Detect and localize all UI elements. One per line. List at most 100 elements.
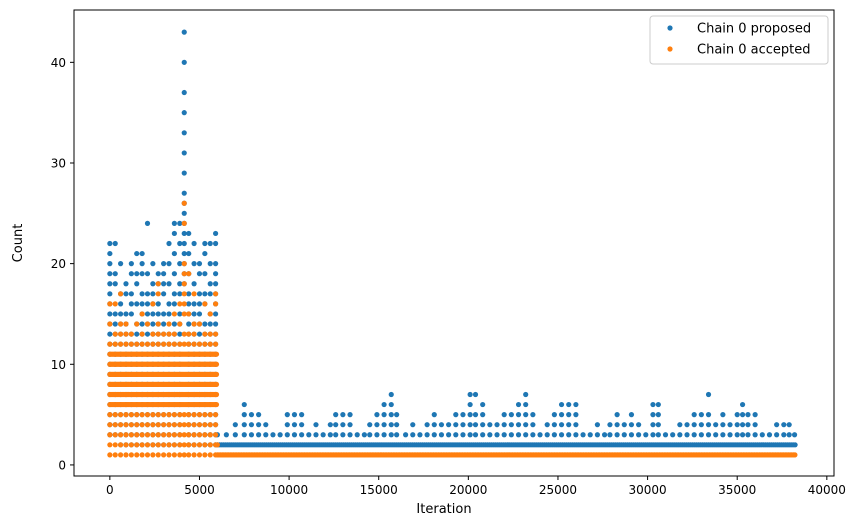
proposed-point [202, 250, 208, 257]
proposed-point [112, 321, 118, 327]
x-tick-label: 40000 [808, 483, 846, 497]
accepted-point [181, 200, 187, 206]
proposed-point [453, 432, 459, 438]
proposed-point [523, 412, 529, 418]
proposed-point [196, 311, 203, 317]
accepted-point [181, 341, 187, 347]
accepted-point [107, 422, 113, 428]
accepted-point [150, 422, 156, 428]
proposed-point [161, 291, 167, 297]
accepted-point [134, 341, 140, 347]
y-tick-label: 30 [51, 156, 66, 170]
proposed-point [446, 422, 452, 428]
proposed-point [166, 261, 172, 267]
accepted-point [171, 452, 177, 458]
accepted-point [134, 422, 140, 428]
proposed-point [347, 412, 353, 418]
proposed-point [181, 89, 187, 96]
proposed-point [181, 250, 187, 257]
accepted-point [150, 341, 156, 347]
proposed-point [691, 412, 697, 418]
proposed-point [155, 301, 161, 307]
proposed-point [424, 422, 430, 428]
accepted-point [128, 432, 134, 438]
accepted-point [155, 291, 161, 297]
x-tick-label: 20000 [449, 483, 487, 497]
proposed-point [134, 271, 140, 277]
proposed-point [213, 261, 219, 267]
proposed-point [774, 422, 780, 428]
proposed-point [530, 432, 536, 438]
proposed-point [347, 432, 353, 438]
proposed-point [381, 432, 387, 438]
accepted-point [196, 452, 203, 458]
proposed-point [144, 331, 151, 337]
accepted-point [177, 412, 183, 418]
proposed-point [299, 412, 305, 418]
proposed-point [501, 422, 507, 428]
proposed-point [698, 432, 704, 438]
proposed-point [191, 240, 197, 247]
accepted-point [150, 432, 156, 438]
proposed-point [191, 281, 197, 287]
proposed-point [213, 230, 219, 237]
proposed-point [417, 432, 423, 438]
accepted-point [134, 412, 140, 418]
proposed-point [207, 240, 213, 247]
accepted-point [191, 341, 197, 347]
proposed-point [472, 432, 479, 438]
proposed-point [177, 281, 183, 287]
proposed-point [139, 301, 145, 307]
proposed-point [248, 422, 255, 428]
proposed-point [523, 401, 529, 408]
accepted-point [155, 281, 161, 287]
proposed-point [134, 301, 140, 307]
proposed-point [150, 291, 156, 297]
proposed-point [734, 432, 740, 438]
proposed-point [150, 321, 156, 327]
proposed-point [107, 271, 113, 277]
accepted-point [177, 341, 183, 347]
accepted-point [207, 442, 213, 448]
proposed-point [223, 432, 229, 438]
accepted-point [112, 331, 118, 337]
proposed-point [347, 422, 353, 428]
accepted-point [177, 442, 183, 448]
proposed-point [636, 422, 642, 428]
proposed-point [607, 432, 613, 438]
accepted-point [202, 301, 208, 307]
accepted-point [196, 412, 203, 418]
proposed-point [438, 422, 445, 428]
accepted-point [213, 381, 220, 388]
proposed-point [594, 432, 601, 438]
proposed-point [291, 432, 298, 438]
proposed-point [123, 311, 129, 317]
proposed-point [636, 432, 642, 438]
accepted-point [166, 452, 172, 458]
proposed-point [207, 321, 213, 327]
proposed-point [544, 432, 550, 438]
accepted-point [202, 442, 208, 448]
proposed-point [213, 240, 219, 247]
accepted-point [191, 412, 197, 418]
proposed-point [144, 301, 151, 307]
proposed-point [515, 422, 522, 428]
proposed-point [494, 432, 500, 438]
proposed-point [181, 150, 187, 156]
proposed-point [558, 422, 565, 428]
accepted-point [161, 412, 167, 418]
proposed-point [177, 331, 183, 337]
proposed-point [487, 422, 493, 428]
legend-marker-proposed [667, 25, 673, 31]
proposed-point [181, 110, 187, 116]
proposed-point [367, 422, 373, 428]
accepted-point [112, 442, 118, 448]
accepted-point [171, 341, 177, 347]
proposed-point [213, 271, 219, 277]
proposed-point [745, 412, 751, 418]
proposed-point [573, 412, 579, 418]
proposed-point [299, 422, 305, 428]
proposed-point [232, 432, 238, 438]
legend-label-proposed: Chain 0 proposed [697, 22, 811, 37]
